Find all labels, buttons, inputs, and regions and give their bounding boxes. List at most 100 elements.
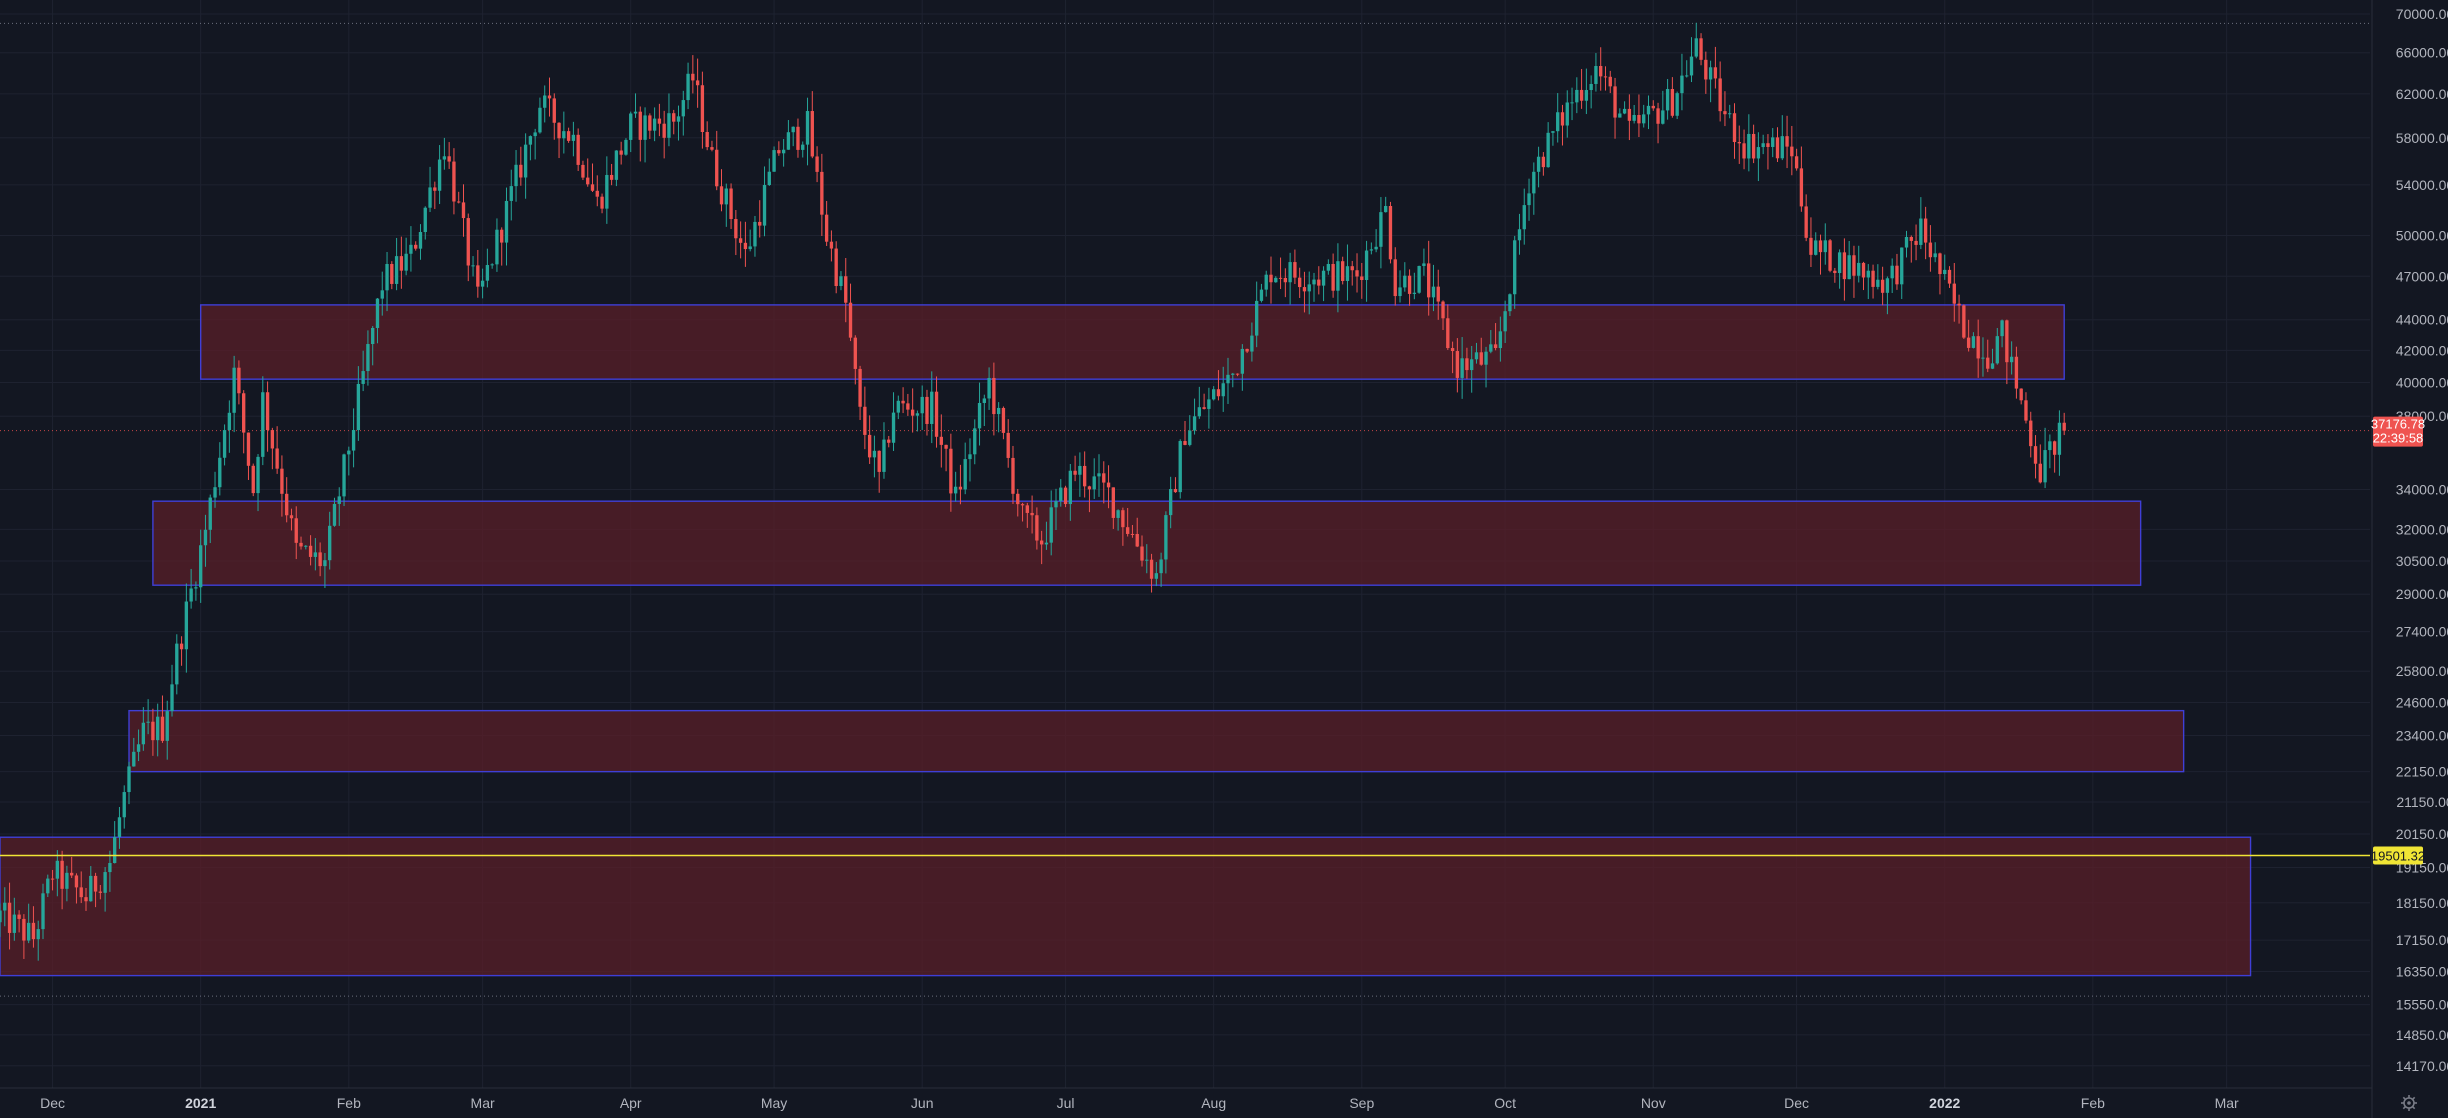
candle-up [1995,336,1999,364]
price-tick-label: 32000.00 [2396,521,2448,537]
price-tick-label: 50000.00 [2396,228,2448,244]
candle-up [1866,270,1870,278]
candle-down [1011,457,1015,494]
horizontal-line-value: 19501.32 [2371,849,2425,864]
candle-up [89,875,93,902]
candle-down [1355,270,1359,277]
candle-up [1226,374,1230,384]
candle-up [428,187,432,208]
candle-up [762,185,767,226]
candle-down [1135,533,1139,547]
candle-down [1560,112,1565,126]
time-axis[interactable]: Dec 2021 Feb Mar Apr May Jun Jul Aug Sep Oct Nov Dec… [40,1095,2239,1111]
candle-up [1780,136,1784,159]
candle-up [1857,262,1861,276]
candle-up [1503,311,1507,332]
price-axis[interactable]: 70000.00 66000.00 62000.00 58000.00 54000.00… [2396,6,2448,1074]
candle-up [1460,358,1464,378]
candle-up [256,456,260,494]
candle-up [366,344,370,372]
candle-down [848,302,853,338]
candle-down [1599,66,1603,77]
candle-down [901,400,905,404]
candle-down [1302,287,1307,292]
candle-up [1761,143,1765,148]
candle-down [1828,240,1832,271]
candle-up [605,174,609,209]
candle-up [982,398,986,403]
candle-up [1584,90,1589,101]
candle-down [1388,206,1393,260]
candle-up [1369,249,1374,251]
candle-up [2009,356,2014,363]
candle-up [1097,473,1101,477]
candle-up [753,221,757,247]
candle-down [50,878,55,880]
candle-up [930,391,934,424]
candle-up [1255,300,1259,336]
candle-down [758,221,762,226]
candle-up [1197,407,1202,417]
candle-up [1431,286,1436,298]
candle-up [203,529,208,546]
candle-up [1364,250,1369,281]
candle-up [361,371,365,384]
candle-down [1775,137,1780,159]
zone-box [128,709,2185,773]
support-resistance-zones [0,304,2252,977]
candle-up [509,186,513,201]
candle-up [562,131,566,139]
gear-icon[interactable] [2401,1095,2417,1111]
candle-up [1489,344,1493,352]
candle-up [232,367,236,413]
candle-up [1771,137,1775,147]
candle-up [495,229,499,265]
candle-down [939,436,943,445]
candle-down [1202,407,1206,409]
candle-down [547,95,552,99]
candle-up [681,100,685,117]
candle-up [2043,450,2047,483]
candle-down [590,184,595,191]
candle-up [1990,363,1995,369]
candle-down [1852,255,1856,276]
candle-up [113,836,117,864]
candle-down [98,891,103,893]
candle-up [652,118,657,131]
candle-up [332,503,337,526]
candle-up [1231,373,1235,375]
candle-down [1183,441,1187,445]
candle-up [490,264,494,266]
candle-up [1532,171,1536,194]
candle-down [7,902,12,933]
candle-up [791,126,795,133]
candle-down [1608,76,1612,87]
candle-down [1818,240,1823,253]
candle-up [1307,284,1311,292]
candle-up [356,383,361,431]
candle-up [1188,430,1192,445]
candle-up [1556,112,1560,132]
candle-down [299,542,303,547]
candle-up [227,412,232,431]
candle-up [1470,359,1474,371]
candle-down [1073,470,1077,475]
candle-down [1947,269,1952,284]
candle-up [442,156,447,160]
candle-up [987,377,991,399]
candle-down [1006,432,1010,458]
candle-down [992,377,996,415]
price-tick-label: 22150.00 [2396,764,2448,780]
candle-up [1876,279,1880,287]
candle-down [1245,348,1249,352]
candle-up [1551,131,1555,133]
price-tick-label: 62000.00 [2396,86,2448,102]
candle-down [1039,540,1044,545]
candle-down [1341,261,1345,281]
candle-up [1675,93,1679,116]
time-tick-label: Nov [1641,1095,1666,1111]
candle-up [1632,114,1636,121]
candle-down [1407,275,1412,294]
candle-up [1919,218,1923,245]
